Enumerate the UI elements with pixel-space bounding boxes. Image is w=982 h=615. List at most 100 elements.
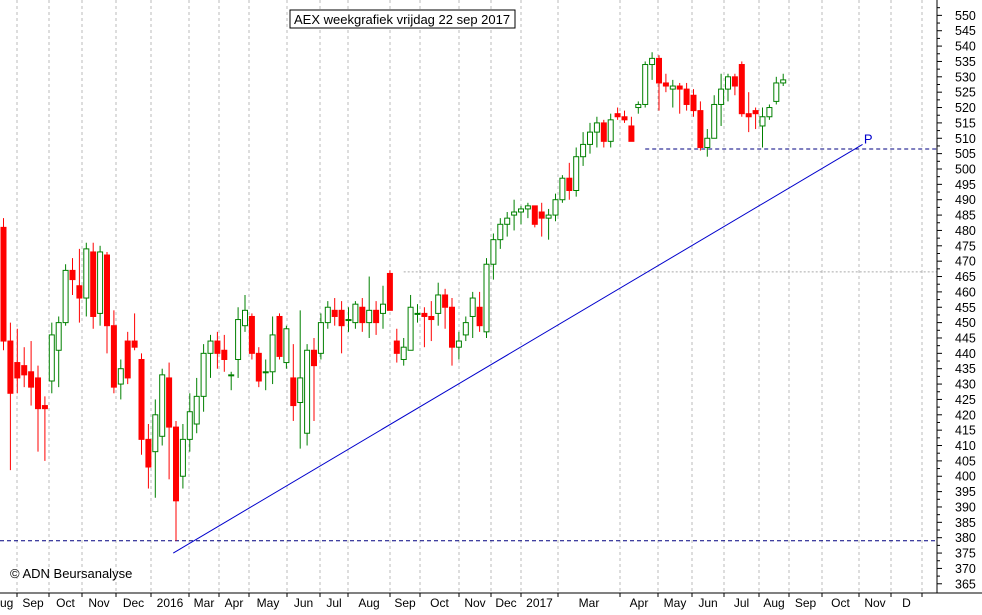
candle [324, 301, 331, 329]
candle [766, 104, 773, 120]
y-tick-label: 550 [955, 9, 976, 23]
y-tick-label: 490 [955, 193, 976, 207]
candle-body [221, 349, 228, 360]
candle-body [41, 405, 48, 410]
candle-body [235, 319, 242, 360]
candle-body [504, 217, 511, 225]
trendline [172, 143, 863, 554]
candle [207, 334, 214, 378]
chart-title: AEX weekgrafiek vrijdag 22 sep 2017 [294, 12, 510, 27]
candle-body [421, 312, 428, 317]
candle-body [7, 340, 14, 394]
y-tick-label: 430 [955, 378, 976, 392]
candle [255, 347, 262, 388]
candle [345, 307, 352, 332]
candle [304, 344, 311, 446]
candle [476, 291, 483, 332]
candle-body [697, 110, 704, 148]
candle [55, 316, 62, 388]
title-frame [289, 9, 516, 29]
y-tick-label: 385 [955, 516, 976, 530]
candle-body [662, 82, 669, 87]
y-tick-label: 440 [955, 347, 976, 361]
candle-body [104, 254, 110, 327]
candle [262, 359, 269, 391]
candle-body [0, 226, 7, 342]
candle-body [455, 340, 462, 348]
x-tick-label: Mar [579, 596, 600, 610]
candle [386, 270, 393, 311]
candle [428, 301, 435, 342]
candle [248, 313, 255, 360]
candle [593, 116, 600, 148]
y-tick-label: 500 [955, 162, 976, 176]
candle [414, 304, 421, 323]
candle-body [359, 306, 366, 324]
candle [221, 334, 228, 372]
candle-body [628, 125, 635, 142]
y-tick-label: 460 [955, 285, 976, 299]
candle-body [317, 322, 324, 354]
candle-body [497, 223, 504, 241]
y-tick-label: 435 [955, 362, 976, 376]
candle [759, 107, 766, 148]
candle [152, 399, 159, 498]
candle-body [345, 319, 352, 322]
candle [462, 316, 469, 342]
candle-body [545, 214, 552, 219]
candle-body [248, 315, 255, 354]
y-tick-label: 400 [955, 470, 976, 484]
candle-body [373, 309, 380, 324]
candle [697, 101, 704, 151]
candle-body [400, 346, 407, 360]
candle [676, 82, 683, 114]
candle [159, 368, 166, 446]
candle-body [338, 309, 345, 327]
candle-body [759, 116, 766, 127]
candle-body [449, 306, 455, 348]
y-tick-label: 410 [955, 439, 976, 453]
y-tick-label: 520 [955, 101, 976, 115]
candle-body [600, 122, 607, 142]
y-tick-label: 475 [955, 239, 976, 253]
y-tick-label: 420 [955, 408, 976, 422]
candle [352, 301, 359, 329]
candle [338, 301, 345, 354]
candle-body [725, 76, 731, 90]
candle [366, 276, 373, 338]
candle [138, 353, 145, 455]
candle-body [676, 85, 683, 90]
candle [690, 89, 697, 117]
candle [131, 313, 138, 351]
candle [718, 73, 725, 126]
x-tick-label: Sep [22, 596, 44, 610]
candle [504, 212, 511, 237]
candle-body [462, 322, 469, 336]
candle [173, 420, 179, 541]
candle [14, 328, 21, 394]
candle [69, 258, 76, 295]
y-axis-ticks: 3653703753803853903954004054104154204254… [937, 7, 976, 591]
x-tick-label: D [902, 596, 911, 610]
y-tick-label: 535 [955, 55, 976, 69]
candle [7, 322, 14, 471]
x-tick-label: Jun [294, 596, 313, 610]
candle-body [531, 205, 538, 225]
p-label: P [864, 131, 873, 146]
x-tick-label: Mar [194, 596, 215, 610]
x-tick-label: Oct [56, 596, 75, 610]
candle-body [518, 208, 524, 213]
candle [780, 73, 787, 87]
candle-body [738, 64, 745, 115]
candle [235, 307, 242, 378]
candle-body [649, 57, 656, 66]
candle [166, 362, 173, 480]
x-tick-label: 2017 [526, 596, 553, 610]
candle [21, 347, 28, 388]
candle-body [635, 103, 642, 109]
candle-body [173, 426, 179, 502]
y-tick-label: 455 [955, 301, 976, 315]
candle [317, 313, 324, 360]
candle-body [524, 205, 531, 210]
x-tick-label: Aug [763, 596, 784, 610]
